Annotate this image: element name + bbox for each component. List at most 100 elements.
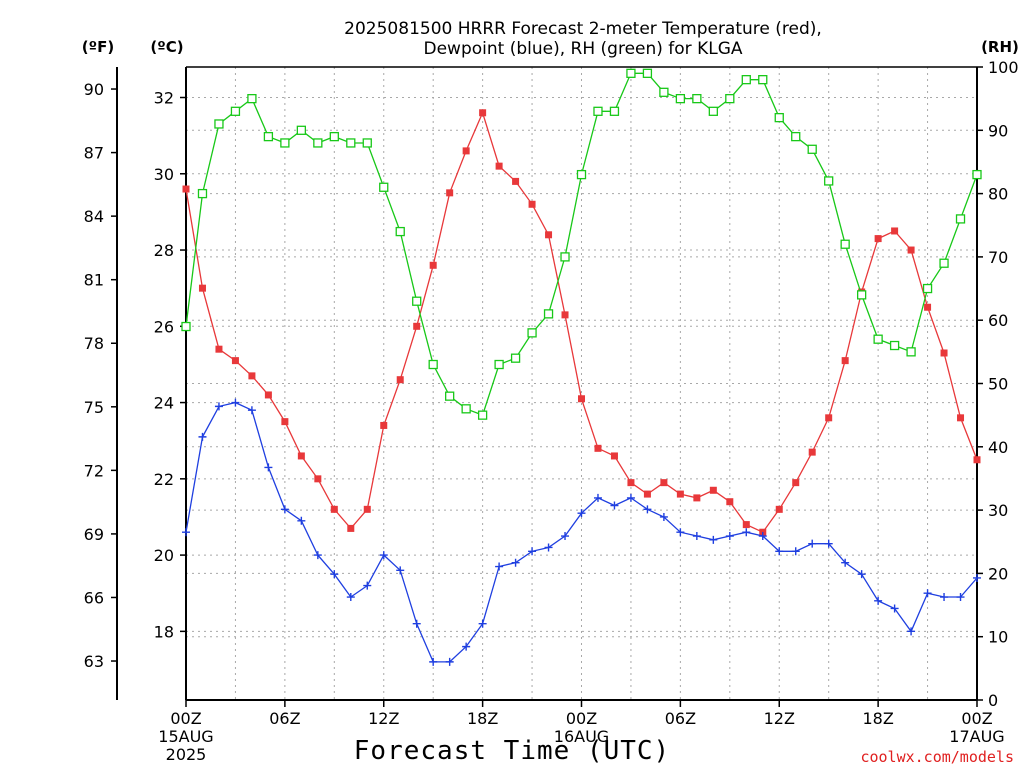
dewpoint-point [907,627,916,636]
temperature-point [248,372,256,380]
temperature-point [775,505,783,513]
temperature-point [413,322,421,330]
temperature-point [330,505,338,513]
fahrenheit-tick-label: 63 [84,652,104,671]
dewpoint-point [445,657,454,666]
temperature-point [429,261,437,269]
temperature-point [182,185,190,193]
fahrenheit-tick-label: 90 [84,80,104,99]
temperature-point [347,524,355,532]
temperature-point [808,448,816,456]
temperature-point [594,444,602,452]
celsius-tick-label: 18 [154,622,174,641]
x-tick-label: 00Z [170,709,201,728]
temperature-point [907,246,915,254]
dewpoint-point [758,532,767,541]
celsius-tick-label: 24 [154,394,174,413]
temperature-point [462,147,470,155]
rh-point [824,176,834,186]
temperature-point [281,418,289,426]
series-layer [181,68,982,666]
dewpoint-point [709,535,718,544]
celsius-unit-label: (ºC) [150,38,183,56]
temperature-point [264,391,272,399]
temperature-point [363,505,371,513]
x-tick-label: 06Z [665,709,696,728]
dewpoint-point [676,528,685,537]
dewpoint-point [214,402,223,411]
dewpoint-point [791,547,800,556]
rh-tick-label: 10 [988,628,1008,647]
rh-tick-label: 20 [988,564,1008,583]
celsius-tick-label: 32 [154,89,174,108]
rh-tick-label: 80 [988,185,1008,204]
rh-point [313,138,323,148]
x-tick-date-label: 16AUG [554,727,609,746]
rh-point [791,131,801,142]
temperature-point [396,376,404,384]
rh-tick-label: 100 [988,58,1019,77]
rh-point [675,94,686,104]
rh-point [395,226,405,237]
x-axis-label: Forecast Time (UTC) [354,736,670,766]
dewpoint-point [247,406,256,415]
dewpoint-point [528,547,537,556]
fahrenheit-tick-label: 69 [84,525,104,544]
x-tick-label: 12Z [764,709,795,728]
fahrenheit-tick-label: 75 [84,398,104,417]
celsius-tick-label: 20 [154,546,174,565]
rh-point [445,391,455,401]
dewpoint-point [198,432,207,441]
rh-point [181,321,191,332]
dewpoint-point [346,593,355,602]
rh-point [972,169,982,180]
rh-point [280,138,290,148]
dewpoint-point [643,505,652,514]
rh-point [873,334,883,344]
dewpoint-point [182,528,190,537]
dewpoint-point [264,463,273,472]
fahrenheit-tick-label: 66 [84,588,104,607]
temperature-point [792,479,800,487]
rh-point [708,106,718,116]
rh-unit-label: (RH) [981,38,1019,56]
fahrenheit-tick-label: 72 [84,461,104,480]
rh-point [560,252,570,262]
temperature-point [825,414,833,422]
rh-point [346,138,356,148]
dewpoint-point [313,551,322,560]
dewpoint-point [297,516,306,525]
dewpoint-point [940,593,949,602]
temperature-point [726,498,734,506]
dewpoint-point [973,573,981,582]
dewpoint-point [725,532,734,541]
temperature-point [314,475,322,483]
rh-point [527,328,537,338]
rh-tick-label: 60 [988,311,1008,330]
axes [111,66,983,707]
rh-line [185,72,978,416]
dewpoint-point [495,562,504,571]
rh-point [510,353,521,363]
temperature-point [693,494,701,502]
tick-labels: 63 66 69 72 75 78 81 84 87 90 18 20 22 24 26 28 30 32 0 10 2… [84,58,1019,764]
temperature-point [973,456,981,464]
temperature-point [709,486,717,494]
rh-tick-label: 90 [988,121,1008,140]
dewpoint-point [511,558,520,567]
rh-point [856,290,867,300]
rh-point [807,144,817,154]
celsius-tick-label: 30 [154,165,174,184]
temperature-point [627,479,635,487]
rh-point [296,125,307,135]
rh-tick-label: 0 [988,691,998,710]
rh-tick-label: 40 [988,438,1008,457]
dewpoint-point [412,619,421,628]
rh-point [247,94,257,104]
temperature-point [957,414,965,422]
celsius-tick-label: 26 [154,317,174,336]
rh-point [758,75,768,85]
temperature-point [610,452,618,460]
dewpoint-point [841,558,850,567]
